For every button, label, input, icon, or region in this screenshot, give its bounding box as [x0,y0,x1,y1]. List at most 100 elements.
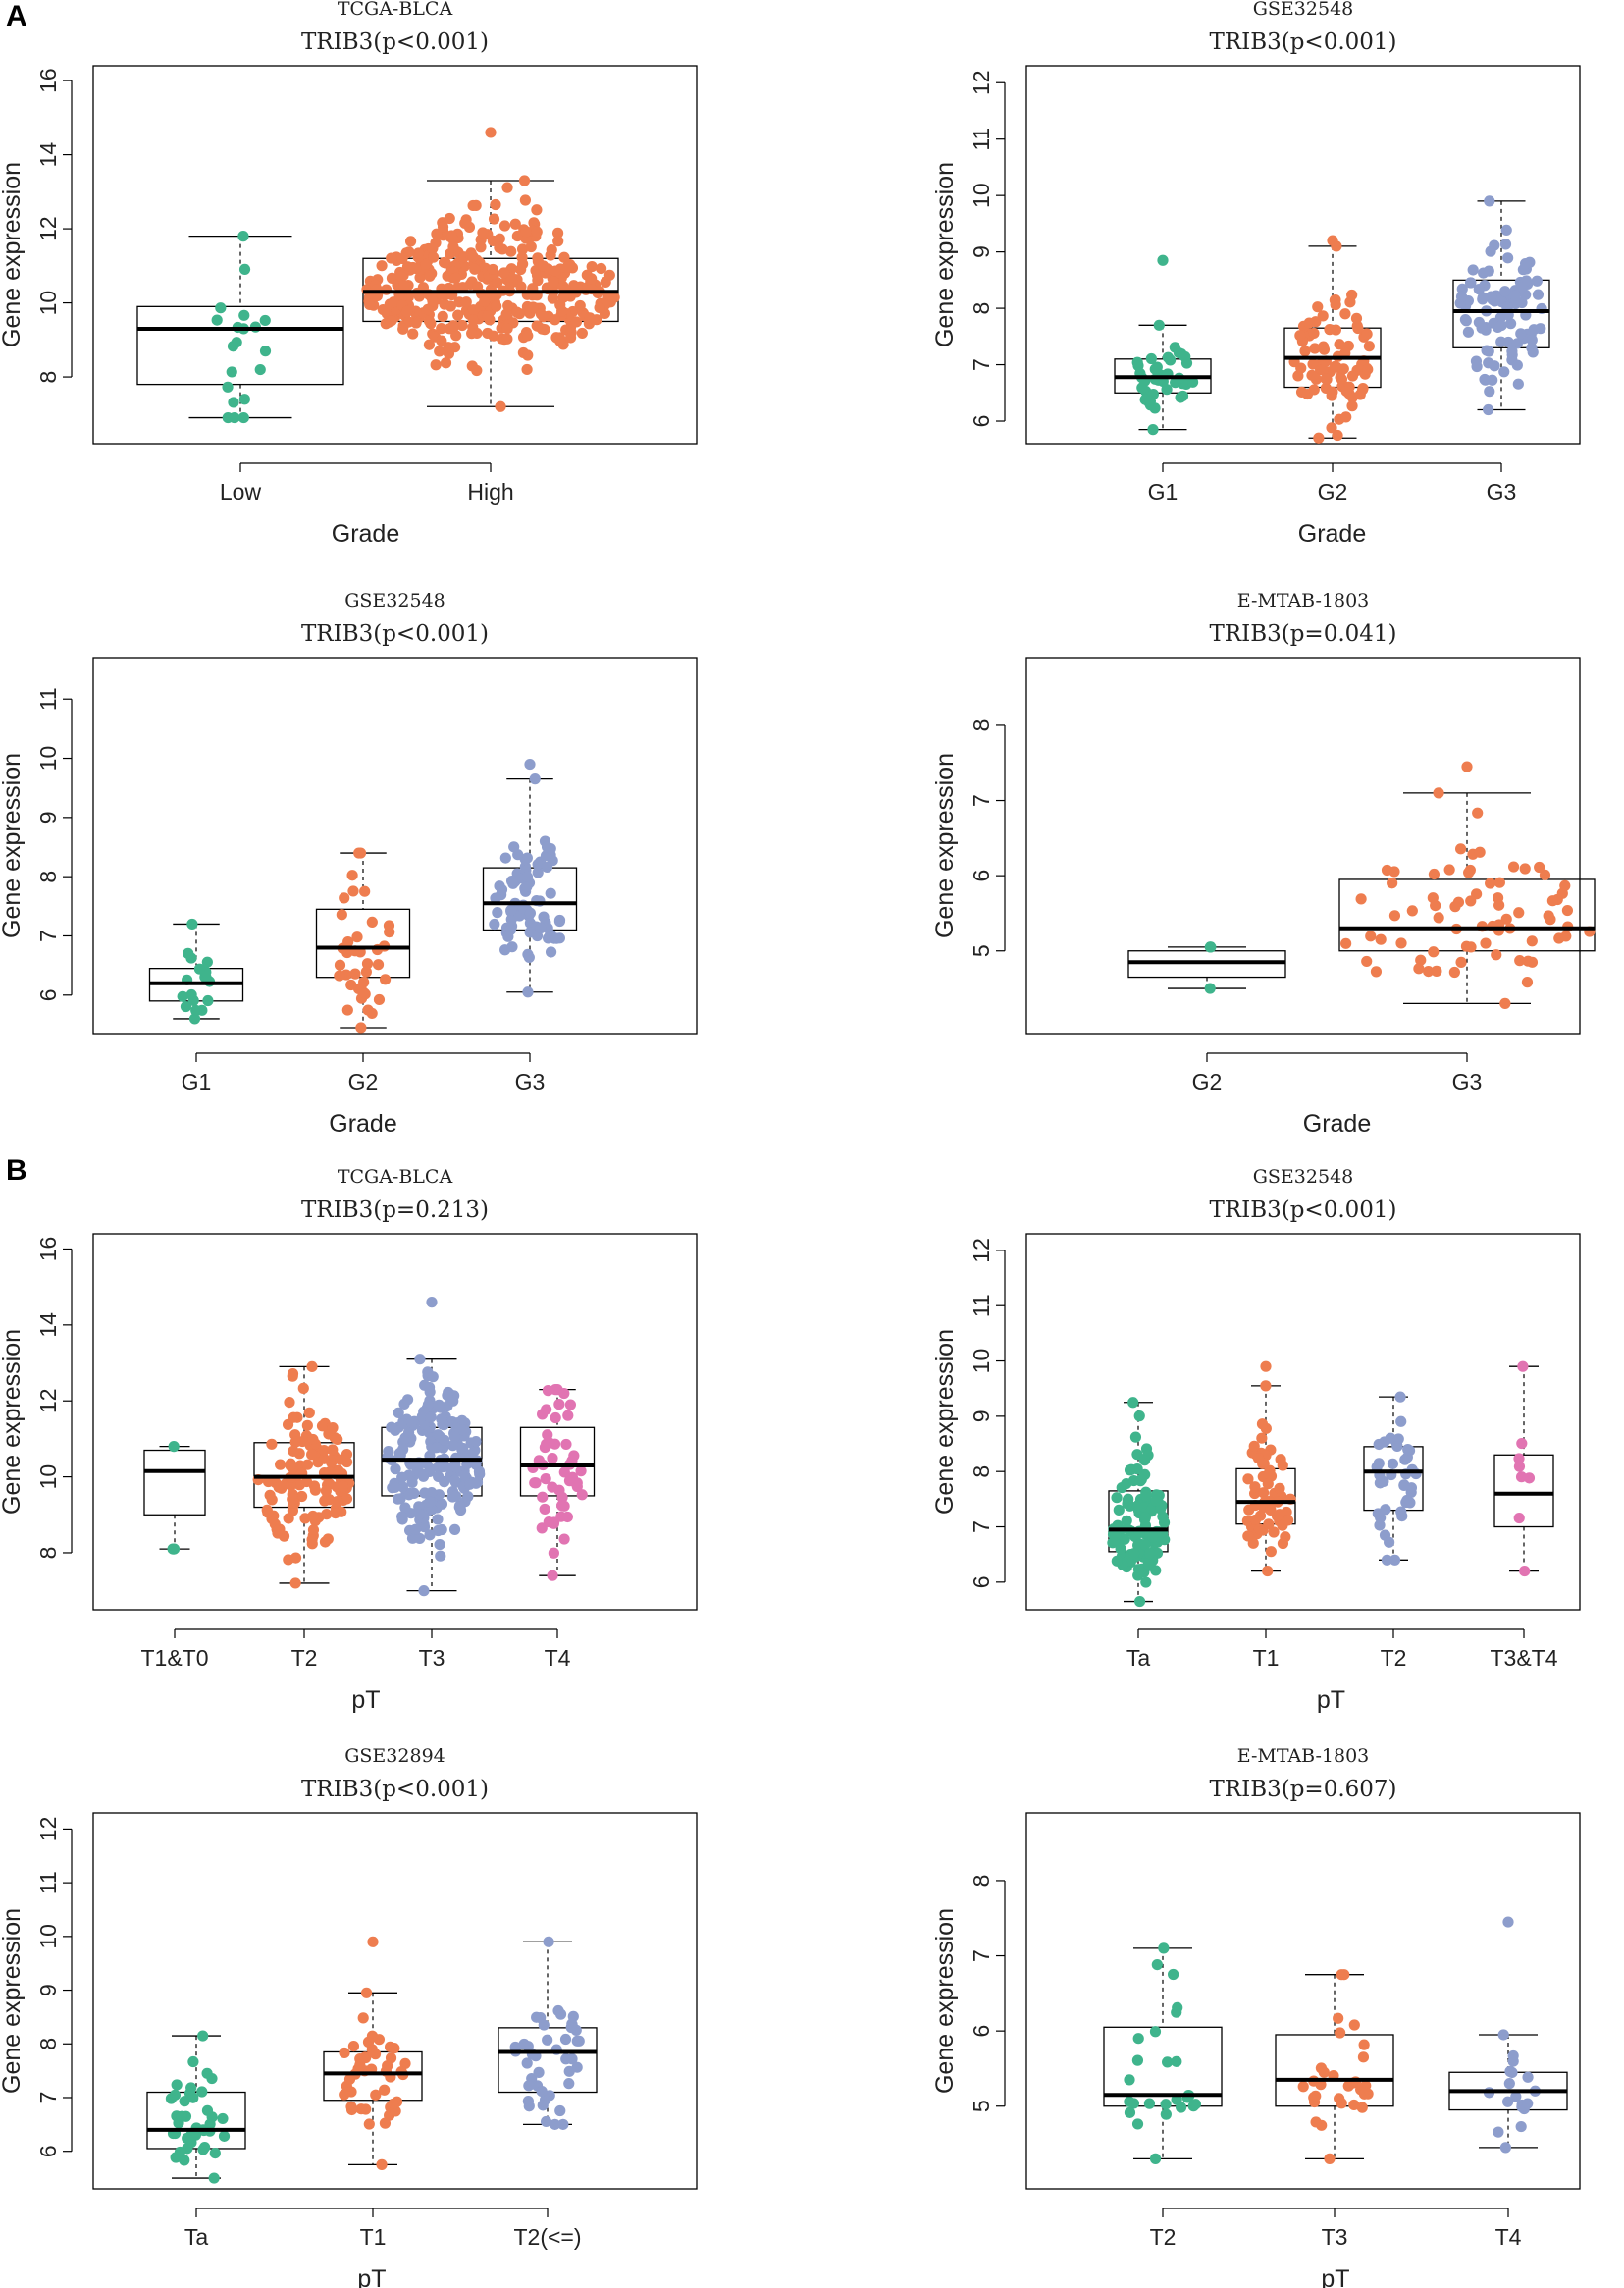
data-point [1521,977,1534,988]
data-point [1365,931,1377,942]
data-point [541,861,553,874]
data-point [542,932,554,944]
data-point [388,296,399,308]
y-tick-label: 10 [35,746,61,772]
y-tick-label: 8 [35,1547,61,1560]
box-group-T2 [252,1360,355,1589]
data-point [431,1442,443,1454]
x-tick-label: Ta [184,2224,209,2250]
data-point [1138,1455,1151,1466]
data-point [439,1434,450,1446]
data-point [301,1419,313,1431]
data-point [548,1547,559,1559]
data-point [309,1484,321,1496]
data-point [1561,904,1574,917]
data-point [259,314,271,327]
data-point [1128,1548,1140,1560]
data-point [1253,1523,1266,1535]
y-axis-label: Gene expression [931,162,959,347]
data-point [536,2085,548,2098]
data-point [366,916,378,929]
data-point [1513,1453,1525,1464]
data-point [1139,1512,1151,1523]
data-point [1313,432,1325,444]
data-point [357,2012,369,2024]
data-point [1402,1444,1414,1456]
data-point [401,305,413,318]
data-point [1526,334,1538,346]
data-point [1348,2099,1360,2111]
data-point [363,2118,375,2130]
data-point [568,1450,580,1462]
y-tick-label: 6 [969,870,994,882]
data-point [355,1022,367,1034]
data-point [1204,983,1216,994]
data-point [511,230,523,242]
data-point [238,309,250,321]
data-point [1124,2106,1136,2118]
data-point [1334,339,1345,350]
data-point [1465,941,1477,953]
data-point [1503,2078,1515,2090]
data-point [1493,2126,1504,2138]
box-iqr [146,2091,246,2150]
data-point [1324,2153,1336,2164]
data-point [1455,291,1468,302]
data-point [1513,1512,1525,1524]
y-axis-label: Gene expression [931,1908,959,2094]
data-point [554,2008,567,2020]
data-point [511,306,523,318]
y-tick-label: 12 [35,1388,61,1413]
data-point [536,1522,548,1534]
chart-title: TRIB3(p<0.001) [1209,1197,1396,1223]
data-point [330,1507,341,1519]
data-point [1139,1468,1151,1480]
data-point [366,1007,378,1020]
data-point [450,330,462,342]
data-point [187,2055,199,2068]
data-point [532,858,544,871]
y-tick-label: 10 [969,1349,994,1374]
data-point [399,1502,411,1514]
data-point [540,2115,552,2128]
data-point [343,2073,356,2085]
data-point [393,1407,404,1419]
data-point [218,2130,231,2142]
data-point [1531,275,1543,287]
data-point [1145,352,1157,365]
data-point [295,1490,308,1503]
x-tick-label: G2 [348,1069,379,1094]
data-point [1129,1431,1142,1443]
chart-dataset-label: TCGA-BLCA [338,0,453,20]
data-point [432,1514,444,1525]
data-point [337,1480,349,1493]
data-point [287,1368,299,1380]
plot-frame [1025,657,1581,1035]
data-point [1277,1537,1289,1550]
data-point [596,262,607,275]
data-point [557,2118,569,2130]
y-tick-label: 16 [35,1237,61,1262]
data-point [519,194,531,206]
data-point [319,1495,331,1507]
data-point [1140,1576,1152,1588]
data-point [1423,965,1435,978]
data-point [1560,931,1572,942]
y-tick-label: 7 [35,2092,61,2104]
data-point [1381,864,1393,877]
data-point [1510,2091,1522,2102]
chart-2: GSE32548 TRIB3(p<0.001) 6 7 8 9 10 11 12 Gene exp… [931,0,1581,548]
data-point [339,2089,350,2101]
data-point [1519,863,1531,875]
outlier-point [1461,761,1473,772]
data-point [1340,937,1352,949]
box-iqr [315,908,411,979]
data-point [1340,385,1352,398]
data-point [1204,941,1216,953]
data-point [183,947,194,959]
data-point [324,1466,336,1478]
data-point [1361,955,1373,968]
data-point [449,272,461,284]
data-point [1265,1546,1277,1558]
data-point [500,308,512,320]
